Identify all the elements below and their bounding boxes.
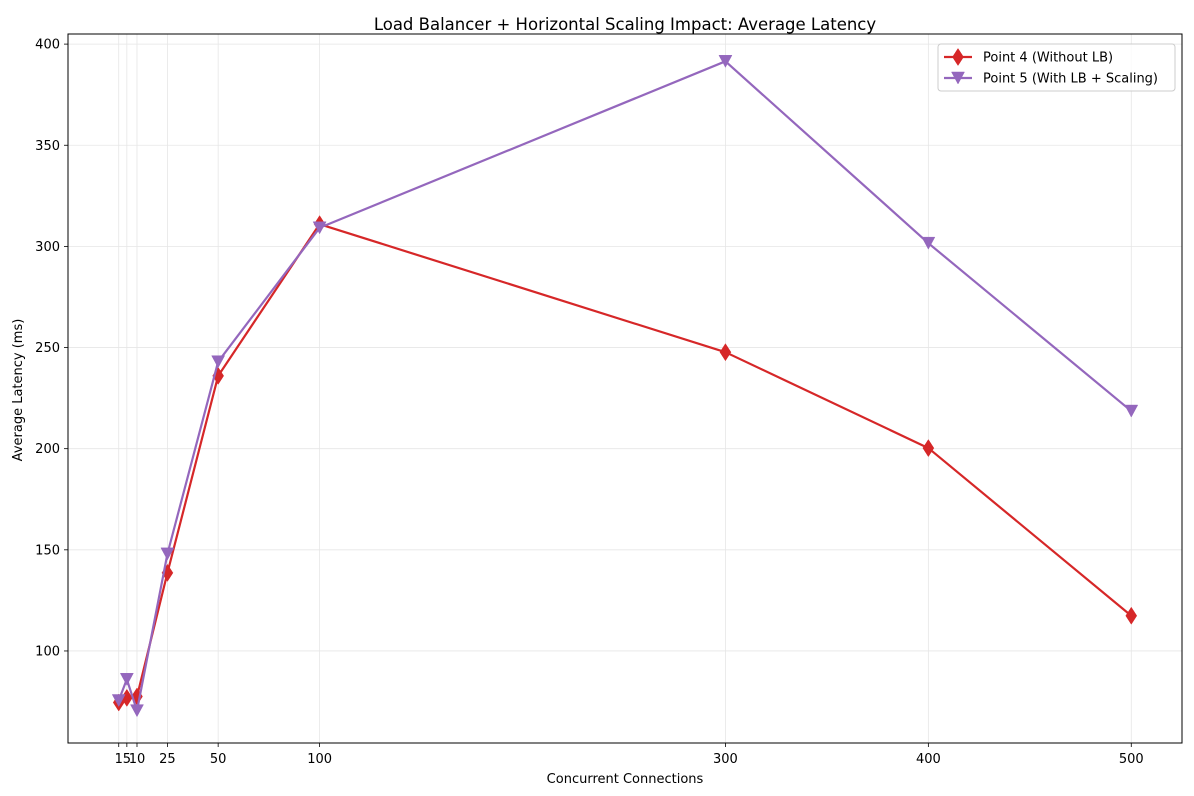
- x-tick-label: 100: [307, 752, 332, 767]
- legend-label: Point 4 (Without LB): [983, 51, 1113, 66]
- x-axis-label: Concurrent Connections: [547, 772, 704, 787]
- data-point: [312, 221, 327, 235]
- y-axis-ticks: 100 150 200 250 300 350 400: [35, 38, 68, 659]
- x-tick-label: 500: [1119, 752, 1144, 767]
- x-tick-label: 25: [159, 752, 176, 767]
- y-tick-label: 150: [35, 543, 60, 558]
- y-tick-label: 400: [35, 38, 60, 53]
- data-point: [719, 343, 732, 362]
- data-point: [1125, 606, 1138, 625]
- x-tick-label: 1: [115, 752, 123, 767]
- data-point: [718, 55, 733, 68]
- data-point: [130, 704, 144, 718]
- legend-entry-1: Point 4 (Without LB): [944, 48, 1113, 66]
- series-layer: [111, 55, 1139, 718]
- y-tick-label: 300: [35, 240, 60, 255]
- data-point: [160, 547, 175, 561]
- data-point: [211, 355, 226, 369]
- y-tick-label: 200: [35, 442, 60, 457]
- chart-title: Load Balancer + Horizontal Scaling Impac…: [374, 15, 877, 34]
- legend-entry-2: Point 5 (With LB + Scaling): [944, 72, 1158, 87]
- legend-marker: [952, 48, 964, 66]
- plot-frame: [67, 33, 1183, 744]
- y-tick-label: 350: [35, 139, 60, 154]
- data-point: [119, 673, 134, 686]
- x-tick-label: 10: [129, 752, 146, 767]
- y-tick-label: 100: [35, 644, 60, 659]
- x-axis-ticks: 1 510 25 50 100 300 400 500: [115, 743, 1144, 767]
- data-point: [921, 236, 936, 250]
- x-tick-label: 50: [210, 752, 227, 767]
- legend-marker: [951, 71, 965, 85]
- legend-box: [937, 43, 1176, 92]
- x-tick-label: 5: [123, 752, 131, 767]
- grid-lines: [68, 34, 1182, 743]
- legend: Point 4 (Without LB) Point 5 (With LB + S…: [937, 43, 1176, 92]
- data-point: [1124, 404, 1139, 418]
- y-tick-label: 250: [35, 341, 60, 356]
- data-point: [111, 694, 126, 708]
- series-2: [111, 55, 1139, 718]
- x-tick-label: 300: [713, 752, 738, 767]
- y-axis-label: Average Latency (ms): [11, 319, 26, 462]
- x-tick-label: 400: [916, 752, 941, 767]
- legend-label: Point 5 (With LB + Scaling): [983, 72, 1158, 87]
- legend-entries: Point 4 (Without LB) Point 5 (With LB + S…: [944, 48, 1158, 87]
- data-point: [922, 439, 935, 458]
